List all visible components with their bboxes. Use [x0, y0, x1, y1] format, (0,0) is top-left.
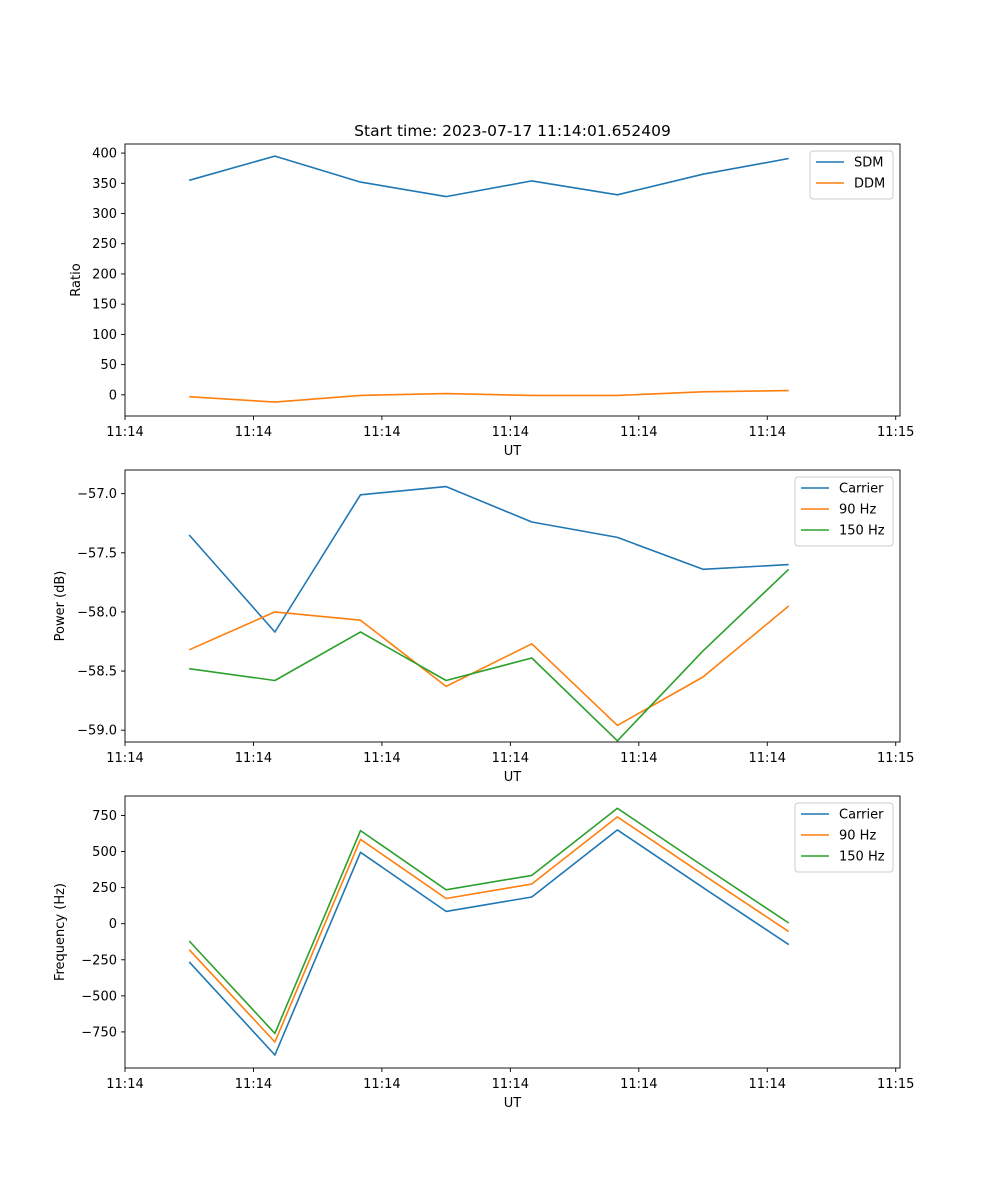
x-tick-label: 11:14 [106, 751, 143, 766]
legend-box [809, 150, 894, 200]
legend-label: 150 Hz [839, 524, 885, 539]
y-tick-label: 0 [109, 388, 117, 403]
x-tick-label: 11:14 [235, 425, 272, 440]
x-axis-ticks: 11:14 11:14 11:14 11:14 11:14 11:14 11:15 [106, 1068, 914, 1092]
legend-label: 150 Hz [839, 850, 885, 865]
x-tick-label: 11:15 [877, 1077, 914, 1092]
y-tick-label: 250 [92, 881, 117, 896]
y-tick-label: 350 [92, 177, 117, 192]
subplots: Start time: 2023-07-17 11:14:01.652409 11… [53, 122, 914, 1111]
y-axis-label: Ratio [69, 263, 84, 296]
series-line-carrier [188, 485, 789, 633]
legend-label: Carrier [839, 808, 884, 823]
x-tick-label: 11:14 [620, 751, 657, 766]
series-line-90-hz [188, 816, 790, 1043]
y-tick-label: 250 [92, 237, 117, 252]
y-axis-label: Power (dB) [53, 571, 68, 642]
series-line-150-hz [188, 807, 790, 1035]
series-line-90-hz [188, 605, 790, 727]
axes-frame [124, 795, 901, 1069]
legend: Carrier 90 Hz 150 Hz [794, 476, 894, 547]
y-tick-label: −57.5 [77, 546, 117, 561]
y-tick-label: −59.0 [77, 724, 117, 739]
axes-frame [124, 143, 901, 417]
legend-label: SDM [854, 156, 883, 171]
x-tick-label: 11:14 [363, 1077, 400, 1092]
y-axis-ticks: −59.0 −58.5 −58.0 −57.5 −57.0 [77, 487, 125, 739]
x-tick-label: 11:14 [620, 425, 657, 440]
y-tick-label: −58.0 [77, 605, 117, 620]
y-tick-label: 400 [92, 147, 117, 162]
x-tick-label: 11:14 [363, 425, 400, 440]
y-tick-label: 200 [92, 267, 117, 282]
y-axis-ticks: 0 50 100 150 200 250 300 350 400 [92, 147, 125, 403]
y-axis-label: Frequency (Hz) [53, 883, 68, 981]
y-tick-label: 750 [92, 809, 117, 824]
subplot-3: 11:14 11:14 11:14 11:14 11:14 11:14 11:15−750−… [53, 795, 914, 1111]
x-tick-label: 11:14 [749, 751, 786, 766]
y-tick-label: 150 [92, 298, 117, 313]
axes-frame [124, 469, 901, 743]
series-lines [188, 155, 789, 403]
x-axis-label: UT [504, 1096, 522, 1111]
chart-title: Start time: 2023-07-17 11:14:01.652409 [354, 122, 671, 140]
x-tick-label: 11:14 [492, 1077, 529, 1092]
subplot-1: Start time: 2023-07-17 11:14:01.652409 11… [69, 122, 914, 459]
x-axis-label: UT [504, 444, 522, 459]
y-tick-label: −58.5 [77, 665, 117, 680]
x-tick-label: 11:15 [877, 751, 914, 766]
x-axis-ticks: 11:14 11:14 11:14 11:14 11:14 11:14 11:15 [106, 416, 914, 440]
y-tick-label: −250 [81, 953, 117, 968]
x-tick-label: 11:15 [877, 425, 914, 440]
x-tick-label: 11:14 [492, 751, 529, 766]
x-tick-label: 11:14 [363, 751, 400, 766]
x-tick-label: 11:14 [492, 425, 529, 440]
x-axis-label: UT [504, 770, 522, 785]
legend-label: 90 Hz [839, 503, 876, 518]
legend-label: 90 Hz [839, 829, 876, 844]
legend-box [794, 476, 894, 547]
series-lines [188, 807, 790, 1056]
series-line-sdm [188, 155, 789, 198]
legend-label: DDM [854, 177, 885, 192]
x-tick-label: 11:14 [235, 751, 272, 766]
x-axis-ticks: 11:14 11:14 11:14 11:14 11:14 11:14 11:15 [106, 742, 914, 766]
legend: Carrier 90 Hz 150 Hz [794, 802, 894, 873]
y-tick-label: 500 [92, 845, 117, 860]
y-tick-label: −500 [81, 989, 117, 1004]
x-tick-label: 11:14 [620, 1077, 657, 1092]
x-tick-label: 11:14 [106, 425, 143, 440]
x-tick-label: 11:14 [749, 1077, 786, 1092]
y-tick-label: −57.0 [77, 487, 117, 502]
legend-label: Carrier [839, 482, 884, 497]
series-lines [188, 485, 790, 742]
y-tick-label: 0 [109, 917, 117, 932]
y-tick-label: 100 [92, 328, 117, 343]
series-line-ddm [189, 389, 789, 403]
series-line-carrier [188, 829, 790, 1056]
x-tick-label: 11:14 [749, 425, 786, 440]
legend-box [794, 802, 894, 873]
y-tick-label: −750 [81, 1025, 117, 1040]
legend: SDM DDM [809, 150, 894, 200]
x-tick-label: 11:14 [235, 1077, 272, 1092]
series-line-150-hz [189, 568, 790, 742]
x-tick-label: 11:14 [106, 1077, 143, 1092]
subplot-2: 11:14 11:14 11:14 11:14 11:14 11:14 11:15 −59.0… [53, 469, 914, 785]
y-tick-label: 50 [100, 358, 117, 373]
y-tick-label: 300 [92, 207, 117, 222]
y-axis-ticks: −750 −500 −250 0 250 500 750 [81, 809, 125, 1040]
